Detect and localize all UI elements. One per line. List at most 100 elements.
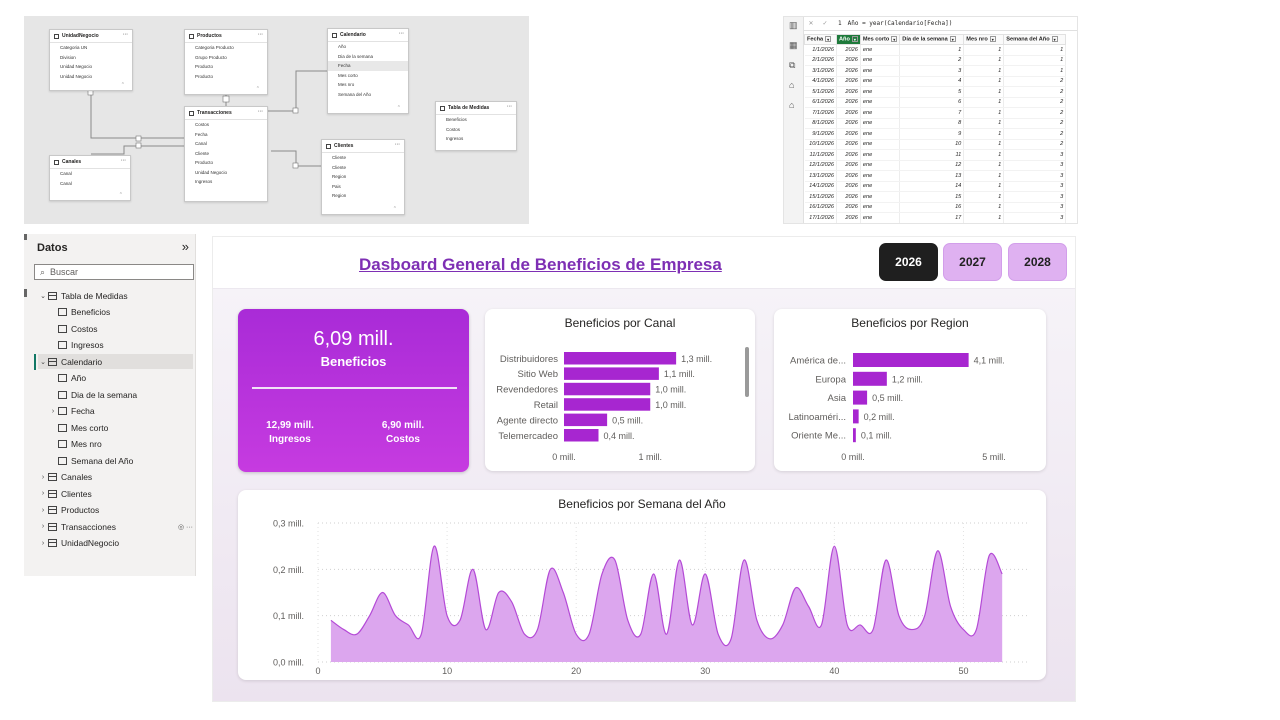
table-row[interactable]: 6/1/2026 2026 ene 6 1 2 [804,97,1067,108]
year-button-2028[interactable]: 2028 [1008,243,1067,281]
table-cell: 2026 [836,107,861,119]
dax-query-icon[interactable]: ⌂ [789,80,795,90]
cancel-formula-icon[interactable]: ✕ [808,21,814,27]
semana-chart-card[interactable]: Beneficios por Semana del Año 0,0 mill. 0… [238,490,1046,680]
table-cell: 2 [1003,118,1067,129]
region-chart-card[interactable]: Beneficios por Region América de... 4,1 m… [774,309,1046,471]
tree-table-tabla-de-medidas[interactable]: ⌄ Tabla de Medidas [38,288,193,303]
table-view-icon[interactable]: ▦ [789,40,798,50]
report-view-icon[interactable]: ▥ [789,20,798,30]
tree-field-semana-del-año[interactable]: Semana del Año [48,453,193,468]
expand-chevron-icon[interactable]: › [51,407,55,415]
tree-table-transacciones[interactable]: › Transacciones ◎ ··· [38,519,193,534]
search-input[interactable]: ⌕ Buscar [34,264,194,280]
bar-category-label: Asia [828,393,847,404]
column-filter-icon[interactable]: ▾ [825,36,832,43]
table-row[interactable]: 8/1/2026 2026 ene 8 1 2 [804,118,1067,129]
commit-formula-icon[interactable]: ✓ [822,21,828,27]
table-row[interactable]: 3/1/2026 2026 ene 3 1 1 [804,65,1067,77]
table-cell: 2026 [836,97,861,108]
table-row[interactable]: 5/1/2026 2026 ene 5 1 2 [804,86,1067,98]
column-filter-icon[interactable]: ▾ [989,36,996,43]
column-filter-icon[interactable]: ▾ [891,36,898,43]
model-table-calendario[interactable]: Calendario ··· Año Dia de la semana Fecha… [327,28,409,114]
bar-data-label: 1,0 mill. [655,385,686,395]
tree-field-costos[interactable]: Costos [48,321,193,336]
column-header[interactable]: Año ▾ [836,34,861,45]
tmdl-view-icon[interactable]: ⌂ [789,100,795,110]
tree-field-ingresos[interactable]: Ingresos [48,338,193,353]
kpi-ingresos-label: Ingresos [269,434,311,445]
table-row[interactable]: 11/1/2026 2026 ene 11 1 3 [804,149,1067,161]
tree-field-beneficios[interactable]: Beneficios [48,305,193,320]
table-cell: 2026 [836,212,861,223]
table-row[interactable]: 9/1/2026 2026 ene 9 1 2 [804,128,1067,140]
table-row[interactable]: 15/1/2026 2026 ene 15 1 3 [804,191,1067,203]
formula-bar[interactable]: ✕ ✓ 1 Año = year(Calendario[Fecha]) [804,17,1077,31]
canal-chart-card[interactable]: Beneficios por Canal Distribuidores 1,3 m… [485,309,755,471]
tree-table-unidadnegocio[interactable]: › UnidadNegocio [38,536,193,551]
bar-category-label: Sitio Web [518,369,558,380]
model-view-icon[interactable]: ⧉ [789,60,796,70]
column-header-label: Año [839,36,850,43]
table-row[interactable]: 7/1/2026 2026 ene 7 1 2 [804,107,1067,119]
table-row[interactable]: 17/1/2026 2026 ene 17 1 3 [804,212,1067,223]
collapse-panel-icon[interactable]: » [181,239,189,254]
model-table-medidas[interactable]: Tabla de Medidas ··· Beneficios Costos In… [435,101,517,151]
tree-table-productos[interactable]: › Productos [38,503,193,518]
expand-chevron-icon[interactable]: ⌄ [40,292,46,300]
expand-chevron-icon[interactable]: › [41,523,45,530]
tree-table-calendario[interactable]: ⌄ Calendario [38,354,193,369]
column-filter-icon[interactable]: ▾ [949,36,956,43]
column-header[interactable]: Fecha ▾ [804,34,837,45]
tree-item-label: Mes corto [71,422,109,433]
model-table-transacciones[interactable]: Transacciones ··· Costos Fecha Canal Clie… [184,106,268,202]
tree-field-año[interactable]: Año [48,371,193,386]
table-row[interactable]: 16/1/2026 2026 ene 16 1 3 [804,202,1067,213]
x-tick-label: 0 mill. [552,452,576,462]
model-table-unidadnegocio[interactable]: UnidadNegocio ··· Categoria UN Division U… [49,29,133,91]
tree-field-mes-nro[interactable]: Mes nro [48,437,193,452]
column-header[interactable]: Semana del Año ▾ [1003,34,1067,45]
tree-field-dia-de-la-semana[interactable]: Dia de la semana [48,387,193,402]
table-cell: 1/1/2026 [804,44,837,56]
bar [853,428,856,443]
bar-data-label: 0,5 mill. [872,393,903,403]
column-filter-icon[interactable]: ▾ [851,36,858,43]
formula-text[interactable]: Año = year(Calendario[Fecha]) [847,20,953,27]
table-cell: 3 [1003,191,1067,203]
table-row[interactable]: 1/1/2026 2026 ene 1 1 1 [804,44,1067,56]
expand-chevron-icon[interactable]: ⌄ [40,358,46,366]
dashboard-title: Dasboard General de Beneficios de Empres… [359,255,722,274]
table-row[interactable]: 2/1/2026 2026 ene 2 1 1 [804,55,1067,66]
bar [564,352,677,365]
column-header[interactable]: Mes nro ▾ [963,34,1005,45]
tree-table-clientes[interactable]: › Clientes [38,486,193,501]
expand-chevron-icon[interactable]: › [41,539,45,547]
tree-field-fecha[interactable]: › Fecha [48,404,193,419]
tree-item-label: Transacciones [61,521,116,532]
table-cell: 3 [1003,149,1067,161]
table-row[interactable]: 13/1/2026 2026 ene 13 1 3 [804,170,1067,182]
column-header[interactable]: Día de la semana ▾ [899,34,965,45]
column-header[interactable]: Mes corto ▾ [859,34,901,45]
view-switcher: ▥ ▦ ⧉ ⌂ ⌂ [784,17,804,223]
table-row[interactable]: 14/1/2026 2026 ene 14 1 3 [804,181,1067,192]
table-cell: 13 [899,170,965,182]
column-filter-icon[interactable]: ▾ [1051,36,1058,43]
table-cell: 1 [963,118,1005,129]
tree-table-canales[interactable]: › Canales [38,470,193,485]
table-row[interactable]: 10/1/2026 2026 ene 10 1 2 [804,139,1067,150]
model-table-canales[interactable]: Canales ··· Canal Canal ⌃ [49,155,131,201]
expand-chevron-icon[interactable]: › [41,490,45,497]
table-row[interactable]: 4/1/2026 2026 ene 4 1 2 [804,76,1067,87]
tree-field-mes-corto[interactable]: Mes corto [48,420,193,435]
expand-chevron-icon[interactable]: › [41,473,45,481]
model-table-clientes[interactable]: Clientes ··· Cliente Cliente Region Pais … [321,139,405,215]
model-table-productos[interactable]: Productos ··· Categoria Producto Grupo Pr… [184,29,268,95]
year-button-2026[interactable]: 2026 [879,243,938,281]
table-row[interactable]: 12/1/2026 2026 ene 12 1 3 [804,160,1067,171]
year-button-2027[interactable]: 2027 [943,243,1002,281]
more-options-icon[interactable]: ◎ ··· [177,523,193,531]
expand-chevron-icon[interactable]: › [41,506,45,514]
